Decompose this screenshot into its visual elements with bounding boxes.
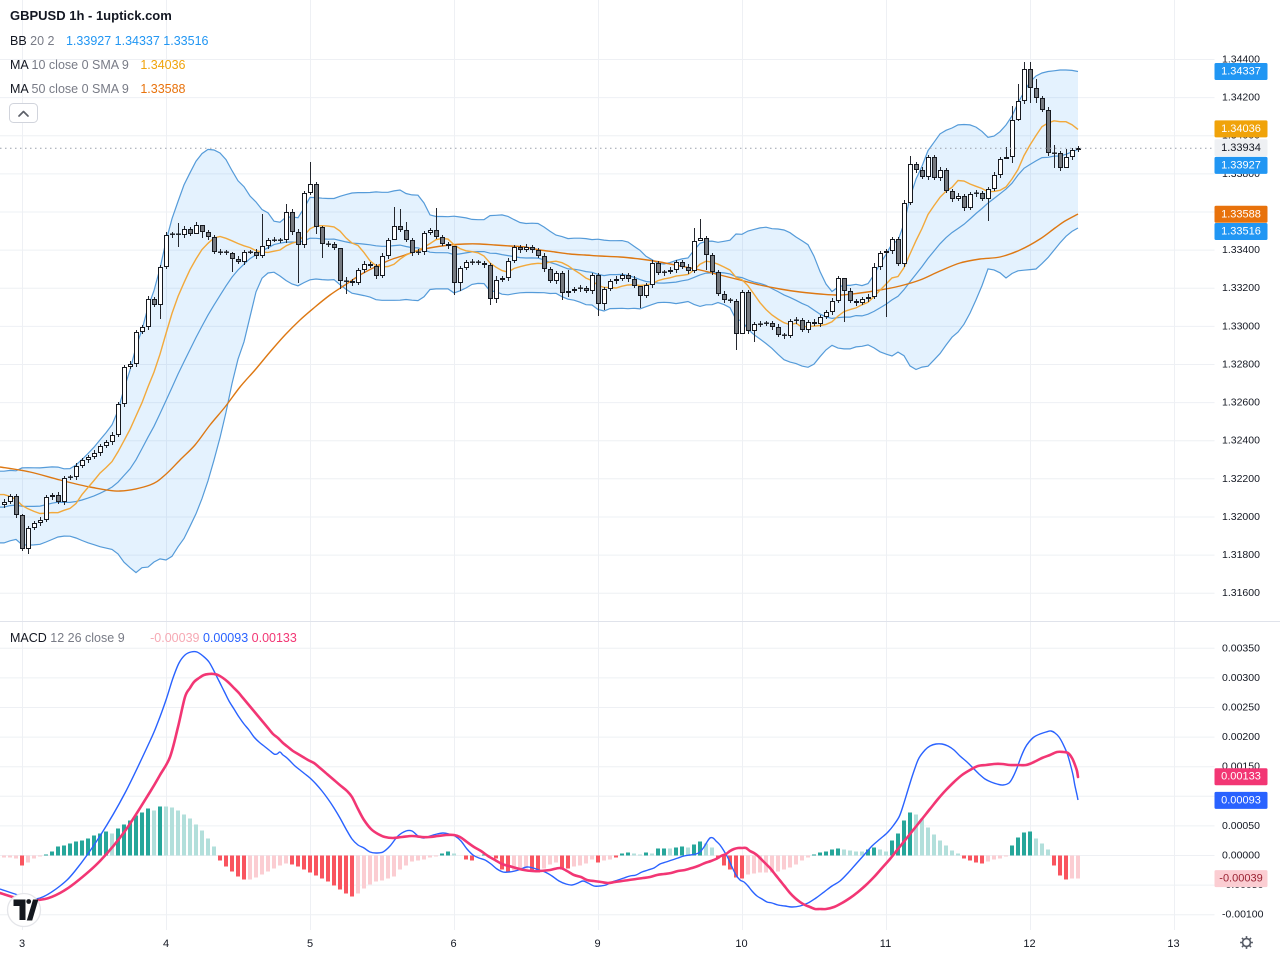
svg-text:1.34036: 1.34036 — [1221, 123, 1261, 135]
svg-text:1.34337: 1.34337 — [1221, 66, 1261, 78]
svg-text:1.33934: 1.33934 — [1221, 142, 1261, 154]
svg-text:GBPUSD 1h - 1uptick.com: GBPUSD 1h - 1uptick.com — [10, 8, 172, 23]
svg-text:1.33516: 1.33516 — [1221, 226, 1261, 238]
svg-text:1.32400: 1.32400 — [1222, 435, 1260, 447]
svg-text:1.32800: 1.32800 — [1222, 359, 1260, 371]
svg-text:0.00200: 0.00200 — [1222, 731, 1260, 743]
svg-text:10: 10 — [735, 938, 747, 950]
svg-text:11: 11 — [880, 938, 891, 950]
svg-text:1.34400: 1.34400 — [1222, 54, 1260, 66]
svg-text:1.33927: 1.33927 — [1221, 159, 1261, 171]
svg-text:BB 20 2 1.33927 1.34337 1.335: BB 20 2 1.33927 1.34337 1.33516 — [10, 34, 209, 48]
svg-text:0.00250: 0.00250 — [1222, 702, 1260, 714]
svg-text:1.33400: 1.33400 — [1222, 244, 1260, 256]
svg-text:0.00300: 0.00300 — [1222, 672, 1260, 684]
svg-text:0.00133: 0.00133 — [1221, 771, 1261, 783]
svg-text:1.31800: 1.31800 — [1222, 549, 1260, 561]
svg-text:MA 10 close 0 SMA 9 1.34036: MA 10 close 0 SMA 9 1.34036 — [10, 58, 186, 72]
svg-text:6: 6 — [450, 938, 456, 950]
svg-text:-0.00100: -0.00100 — [1222, 909, 1264, 921]
svg-text:1.33000: 1.33000 — [1222, 320, 1260, 332]
svg-text:MA 50 close 0 SMA 9 1.33588: MA 50 close 0 SMA 9 1.33588 — [10, 82, 186, 96]
svg-text:12: 12 — [1023, 938, 1035, 950]
svg-text:0.00350: 0.00350 — [1222, 642, 1260, 654]
svg-text:3: 3 — [19, 938, 25, 950]
svg-text:MACD 12 26 close 9 -0.00039 0: MACD 12 26 close 9 -0.00039 0.00093 0.00… — [10, 631, 297, 645]
svg-text:1.32600: 1.32600 — [1222, 397, 1260, 409]
svg-text:1.32200: 1.32200 — [1222, 473, 1260, 485]
svg-text:13: 13 — [1167, 938, 1179, 950]
svg-text:0.00050: 0.00050 — [1222, 820, 1260, 832]
svg-text:0.00000: 0.00000 — [1222, 850, 1260, 862]
svg-text:0.00093: 0.00093 — [1221, 794, 1261, 806]
svg-text:5: 5 — [307, 938, 313, 950]
svg-text:4: 4 — [163, 938, 169, 950]
svg-text:-0.00039: -0.00039 — [1219, 873, 1262, 885]
svg-text:1.33200: 1.33200 — [1222, 282, 1260, 294]
svg-text:9: 9 — [594, 938, 600, 950]
svg-text:1.31600: 1.31600 — [1222, 587, 1260, 599]
svg-text:1.32000: 1.32000 — [1222, 511, 1260, 523]
svg-text:1.33588: 1.33588 — [1221, 208, 1261, 220]
svg-text:1.34200: 1.34200 — [1222, 92, 1260, 104]
